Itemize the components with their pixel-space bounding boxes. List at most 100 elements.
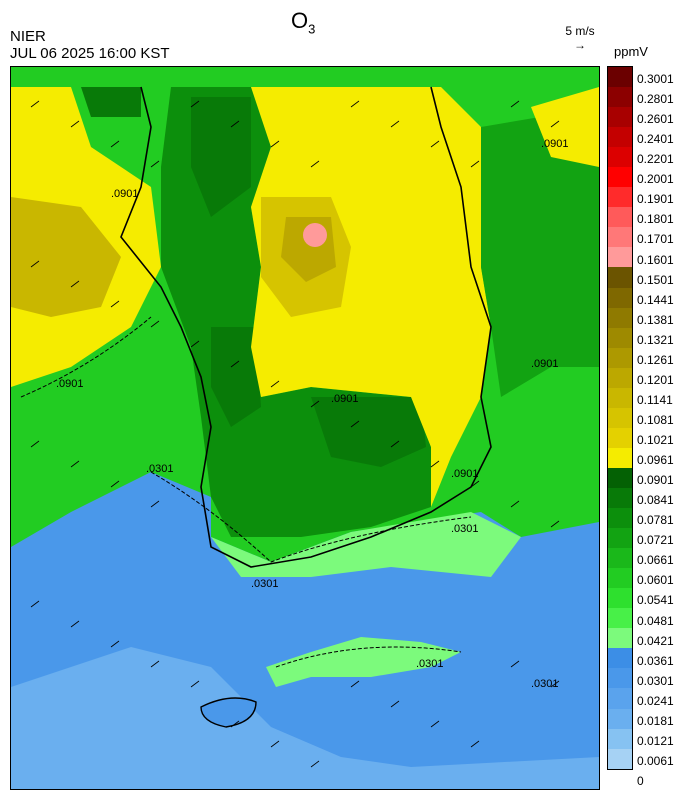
legend-swatch [608, 387, 632, 408]
legend-swatch [608, 167, 632, 188]
olive-west-sea [11, 197, 121, 317]
wind-vector-field [30, 100, 560, 768]
legend-swatch [608, 648, 632, 669]
legend-label: 0.0661 [637, 553, 674, 568]
legend-swatch [608, 628, 632, 649]
contour-label: .0301 [531, 678, 559, 690]
legend-label: 0.1801 [637, 212, 674, 227]
legend-label: 0.1081 [637, 412, 674, 427]
jeju-island [200, 697, 257, 728]
legend-swatch [608, 467, 632, 488]
agency-and-datetime: NIER JUL 06 2025 16:00 KST [10, 28, 170, 62]
east-sea-green [481, 107, 599, 397]
contour-label: .0301 [146, 463, 174, 475]
legend-swatch [608, 688, 632, 709]
unit-label: ppmV [614, 44, 648, 59]
legend-labels: 0.3001 0.2801 0.2601 0.2401 0.2201 0.2001 0.19… [637, 66, 692, 787]
contour-line [275, 646, 462, 668]
legend-label: 0.0061 [637, 753, 674, 768]
wind-vector-arrow-icon: → [574, 38, 586, 52]
wind-speed-reference-label: 5 m/s [565, 24, 595, 38]
legend-swatch [608, 447, 632, 468]
legend-swatch [608, 227, 632, 248]
contour-label: .0901 [56, 378, 84, 390]
wind-vector-reference: 5 m/s → [560, 24, 600, 52]
legend-label: 0.2201 [637, 152, 674, 167]
peak-ozone-spot [303, 223, 327, 247]
contour-label: .0901 [531, 358, 559, 370]
legend-swatch [608, 608, 632, 629]
contour-label: .0901 [451, 468, 479, 480]
datetime-label: JUL 06 2025 16:00 KST [10, 45, 170, 62]
legend-label: 0.0901 [637, 473, 674, 488]
darkest-green-west-central [211, 327, 261, 427]
very-low-ozone-region [11, 647, 599, 789]
legend-swatch [608, 207, 632, 228]
legend-swatch [608, 528, 632, 549]
legend-swatch [608, 427, 632, 448]
legend-swatch [608, 107, 632, 128]
dark-green-northwest [81, 87, 141, 117]
legend-label: 0.0601 [637, 573, 674, 588]
contour-label: .0301 [251, 578, 279, 590]
legend-swatch [608, 548, 632, 569]
korea-coastline [120, 86, 492, 568]
legend-swatch [608, 87, 632, 108]
light-green-patch [266, 637, 461, 687]
legend-swatch [608, 187, 632, 208]
legend-label: 0 [637, 774, 644, 788]
legend-label: 0.0121 [637, 733, 674, 748]
legend-swatch [608, 748, 632, 769]
legend-swatch [608, 668, 632, 689]
legend-label: 0.1501 [637, 272, 674, 287]
contour-line [150, 471, 472, 563]
legend-label: 0.1201 [637, 372, 674, 387]
contour-line [20, 316, 152, 398]
legend-swatch [608, 487, 632, 509]
legend-label: 0.0841 [637, 493, 674, 508]
legend-label: 0.1601 [637, 252, 674, 267]
legend-label: 0.0961 [637, 453, 674, 468]
east-sea-yellow [531, 87, 599, 167]
legend-colorbar [607, 66, 633, 770]
contour-label: .0901 [331, 393, 359, 405]
ozone-concentration-map[interactable]: .0901 .0901 .0901 .0901 .0901 .0301 .030… [10, 66, 600, 790]
legend-swatch [608, 347, 632, 368]
legend-label: 0.0421 [637, 633, 674, 648]
legend-swatch [608, 127, 632, 148]
contour-label: .0301 [416, 658, 444, 670]
agency-label: NIER [10, 28, 46, 45]
legend-label: 0.0301 [637, 673, 674, 688]
darkest-green-south-central [311, 397, 426, 467]
legend-swatch [608, 367, 632, 388]
legend-label: 0.1381 [637, 312, 674, 327]
legend-label: 0.1701 [637, 232, 674, 247]
legend-label: 0.2401 [637, 132, 674, 147]
legend-swatch [608, 267, 632, 288]
map-title: O3 [291, 8, 316, 37]
legend-swatch [608, 728, 632, 749]
legend-label: 0.0181 [637, 713, 674, 728]
darkest-green-north [191, 97, 251, 217]
legend-swatch [608, 407, 632, 428]
legend-swatch [608, 508, 632, 529]
legend-swatch [608, 327, 632, 348]
legend-label: 0.0481 [637, 613, 674, 628]
contour-label: .0901 [111, 188, 139, 200]
legend-label: 0.0241 [637, 693, 674, 708]
legend-swatch [608, 287, 632, 308]
legend-swatch [608, 247, 632, 268]
legend-label: 0.1261 [637, 352, 674, 367]
legend-swatch [608, 307, 632, 328]
legend-label: 0.2801 [637, 92, 674, 107]
legend-label: 0.1441 [637, 292, 674, 307]
legend-label: 0.0781 [637, 513, 674, 528]
contour-label: .0901 [541, 138, 569, 150]
legend-swatch [608, 568, 632, 589]
contour-label: .0301 [451, 523, 479, 535]
legend-swatch [608, 67, 632, 88]
legend-label: 0.0721 [637, 533, 674, 548]
legend-swatch [608, 588, 632, 609]
legend-swatch [608, 708, 632, 729]
legend-label: 0.2601 [637, 112, 674, 127]
